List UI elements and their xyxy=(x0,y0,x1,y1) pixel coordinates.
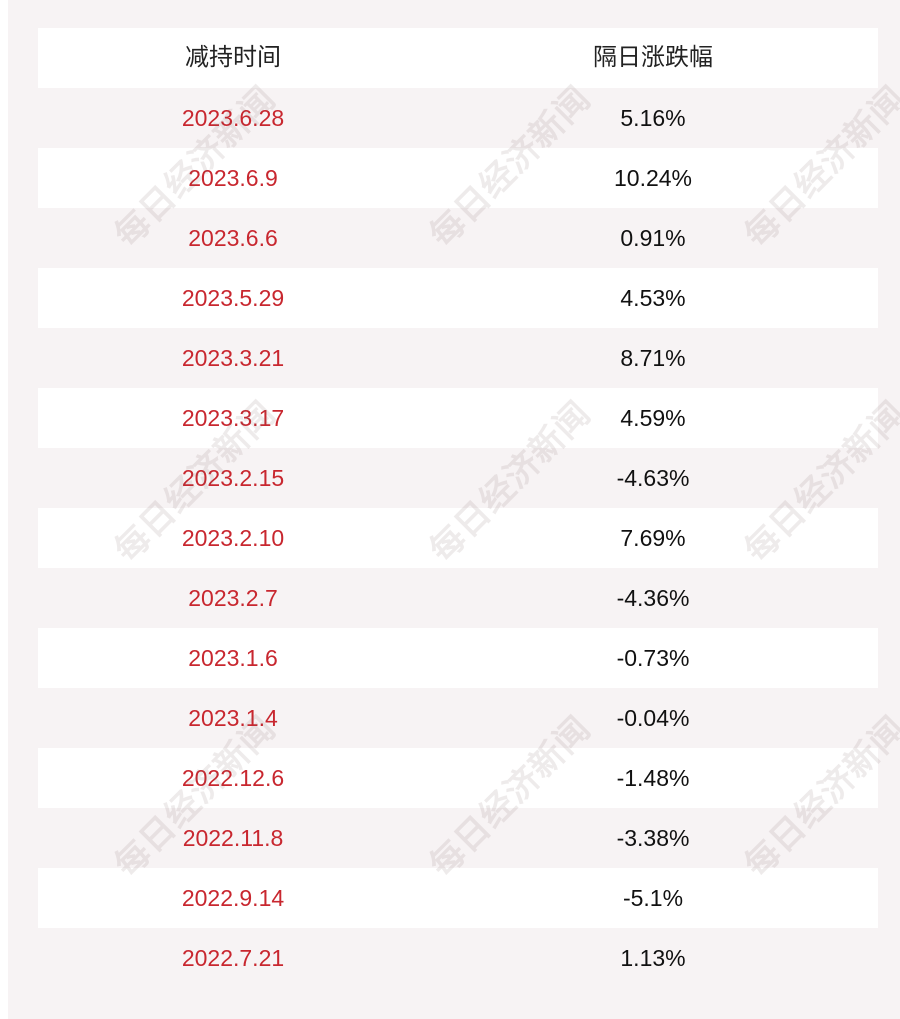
table-row: 2023.5.29 4.53% xyxy=(38,268,878,328)
cell-change: 4.53% xyxy=(620,285,686,311)
table-row: 2023.6.28 5.16% xyxy=(38,88,878,148)
table-row: 2022.7.21 1.13% xyxy=(38,928,878,988)
table-row: 2023.6.6 0.91% xyxy=(38,208,878,268)
cell-change: -0.73% xyxy=(616,645,690,671)
header-date: 减持时间 xyxy=(185,44,281,71)
table-row: 2022.9.14 -5.1% xyxy=(38,868,878,928)
cell-date: 2023.6.9 xyxy=(188,165,278,191)
cell-date: 2023.2.15 xyxy=(181,465,285,491)
table-row: 2023.2.7 -4.36% xyxy=(38,568,878,628)
cell-date: 2023.2.7 xyxy=(188,585,278,611)
table-row: 2023.2.15 -4.63% xyxy=(38,448,878,508)
cell-change: -0.04% xyxy=(616,705,690,731)
cell-change: 7.69% xyxy=(620,525,686,551)
table-body: 2023.6.28 5.16% 2023.6.9 10.24% 2023.6.6 0.91… xyxy=(38,88,878,988)
cell-date: 2023.6.6 xyxy=(188,225,278,251)
table-row: 2023.3.21 8.71% xyxy=(38,328,878,388)
table-row: 2023.2.10 7.69% xyxy=(38,508,878,568)
table-row: 2023.6.9 10.24% xyxy=(38,148,878,208)
cell-date: 2023.1.6 xyxy=(188,645,278,671)
header-change: 隔日涨跌幅 xyxy=(593,44,713,71)
cell-date: 2022.12.6 xyxy=(181,765,285,791)
table-row: 2023.1.6 -0.73% xyxy=(38,628,878,688)
table-row: 2022.11.8 -3.38% xyxy=(38,808,878,868)
cell-date: 2022.7.21 xyxy=(181,945,285,971)
cell-change: -5.1% xyxy=(622,885,684,911)
data-table: 减持时间 隔日涨跌幅 2023.6.28 5.16% 2023.6.9 10.24% 2… xyxy=(38,28,878,988)
cell-change: -1.48% xyxy=(616,765,690,791)
cell-date: 2023.2.10 xyxy=(181,525,285,551)
table-row: 2022.12.6 -1.48% xyxy=(38,748,878,808)
cell-change: -4.36% xyxy=(616,585,690,611)
cell-date: 2022.9.14 xyxy=(181,885,285,911)
cell-date: 2023.3.17 xyxy=(181,405,285,431)
cell-date: 2023.1.4 xyxy=(188,705,278,731)
table-row: 2023.3.17 4.59% xyxy=(38,388,878,448)
table-row: 2023.1.4 -0.04% xyxy=(38,688,878,748)
table-header-row: 减持时间 隔日涨跌幅 xyxy=(38,28,878,88)
cell-date: 2023.5.29 xyxy=(181,285,285,311)
cell-change: 5.16% xyxy=(620,105,686,131)
cell-date: 2023.3.21 xyxy=(181,345,285,371)
cell-change: 8.71% xyxy=(620,345,686,371)
table-card: 减持时间 隔日涨跌幅 2023.6.28 5.16% 2023.6.9 10.24% 2… xyxy=(8,0,900,1019)
cell-date: 2023.6.28 xyxy=(181,105,285,131)
cell-change: 1.13% xyxy=(620,945,686,971)
cell-change: 0.91% xyxy=(620,225,686,251)
cell-change: -3.38% xyxy=(616,825,690,851)
cell-date: 2022.11.8 xyxy=(182,825,284,851)
cell-change: -4.63% xyxy=(616,465,690,491)
cell-change: 10.24% xyxy=(613,165,692,191)
cell-change: 4.59% xyxy=(620,405,686,431)
